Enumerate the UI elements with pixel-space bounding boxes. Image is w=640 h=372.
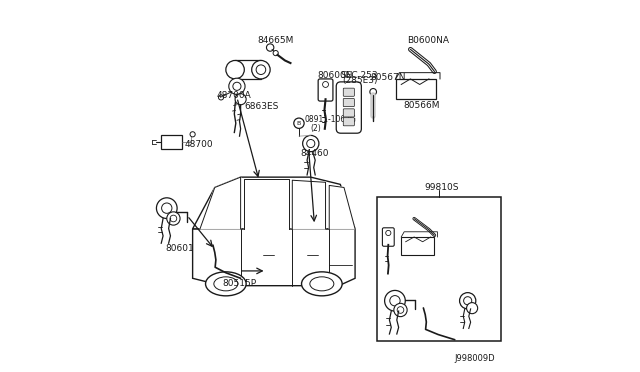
Circle shape: [394, 303, 407, 317]
Bar: [401, 237, 435, 255]
Polygon shape: [193, 229, 355, 286]
FancyBboxPatch shape: [343, 88, 355, 96]
Text: 84460: 84460: [301, 149, 330, 158]
Circle shape: [252, 61, 270, 79]
Circle shape: [266, 44, 274, 51]
Bar: [235, 61, 261, 79]
Ellipse shape: [310, 277, 334, 291]
Circle shape: [307, 140, 315, 148]
Bar: [161, 135, 182, 149]
Circle shape: [229, 78, 245, 94]
Circle shape: [390, 296, 400, 306]
Circle shape: [303, 135, 319, 152]
Circle shape: [463, 297, 472, 305]
Circle shape: [385, 291, 405, 311]
Ellipse shape: [205, 272, 246, 296]
FancyBboxPatch shape: [382, 228, 394, 246]
FancyBboxPatch shape: [336, 82, 362, 133]
Circle shape: [397, 307, 404, 313]
Polygon shape: [193, 177, 355, 229]
Circle shape: [233, 82, 241, 90]
Circle shape: [226, 61, 244, 79]
Circle shape: [323, 81, 328, 87]
Text: 84665M: 84665M: [257, 36, 294, 45]
Circle shape: [386, 230, 391, 235]
Text: (285E3): (285E3): [342, 76, 378, 85]
Circle shape: [467, 302, 477, 314]
Circle shape: [190, 132, 195, 137]
Text: 80566M: 80566M: [404, 102, 440, 110]
Circle shape: [235, 94, 246, 105]
Text: 80601: 80601: [165, 244, 194, 253]
Text: SEC.253: SEC.253: [340, 71, 378, 80]
Circle shape: [370, 89, 376, 95]
Ellipse shape: [301, 272, 342, 296]
Circle shape: [273, 51, 278, 56]
Text: 80515P: 80515P: [222, 279, 256, 288]
Text: 80600N: 80600N: [317, 71, 353, 80]
Circle shape: [162, 203, 172, 213]
FancyBboxPatch shape: [318, 79, 333, 101]
Circle shape: [170, 215, 177, 222]
FancyBboxPatch shape: [343, 99, 355, 107]
FancyBboxPatch shape: [343, 118, 355, 126]
Text: 48700A: 48700A: [216, 91, 252, 100]
Circle shape: [167, 212, 180, 225]
Text: 99810S: 99810S: [424, 183, 459, 192]
Circle shape: [256, 65, 266, 74]
Circle shape: [218, 95, 223, 100]
Text: B: B: [297, 121, 301, 126]
Text: (2): (2): [310, 124, 321, 133]
Text: B0600NA: B0600NA: [407, 36, 449, 45]
Bar: [377, 197, 501, 341]
Text: 80567N: 80567N: [370, 73, 406, 82]
Circle shape: [156, 198, 177, 218]
Ellipse shape: [214, 277, 238, 291]
Text: J998009D: J998009D: [455, 354, 495, 363]
Text: 48700: 48700: [184, 140, 212, 149]
Polygon shape: [292, 180, 326, 229]
Circle shape: [460, 293, 476, 309]
Circle shape: [294, 118, 304, 128]
Text: 08911-1062G: 08911-1062G: [304, 115, 356, 124]
FancyBboxPatch shape: [343, 109, 355, 117]
Polygon shape: [244, 179, 289, 229]
Polygon shape: [329, 185, 355, 229]
Polygon shape: [200, 177, 241, 229]
Text: 6863ES: 6863ES: [244, 102, 278, 111]
Bar: [396, 79, 436, 99]
